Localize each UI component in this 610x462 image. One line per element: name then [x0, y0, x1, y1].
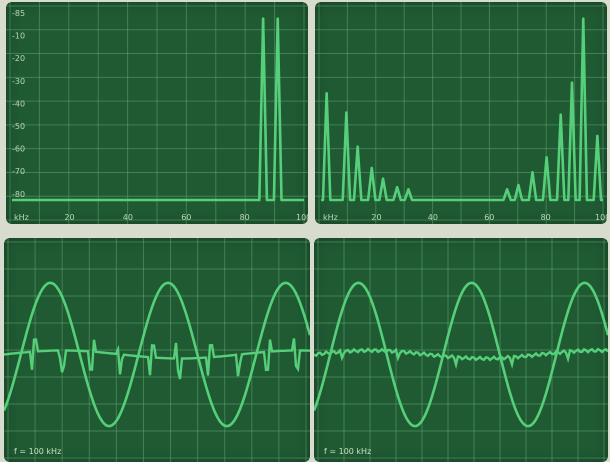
spectrum-peak — [381, 177, 385, 180]
spectrum-peak — [545, 156, 548, 159]
spectrum-trace — [12, 17, 304, 202]
spectrum-plot-left: -85 -10 -20 -30 -40 -50 -60 -70 -80 kHz 20 40 60 80 10… — [6, 2, 308, 224]
x-tick-label: 40 — [428, 213, 438, 222]
spectrum-peak — [570, 81, 574, 84]
frequency-label: f = 100 kHz — [14, 447, 61, 456]
x-tick-label: kHz — [323, 213, 338, 222]
y-tick-label: -20 — [12, 54, 25, 63]
y-tick-label: -10 — [12, 32, 25, 41]
y-tick-label: -40 — [12, 99, 25, 108]
spectrum-peak — [345, 111, 348, 114]
spectrum-peak — [582, 17, 585, 20]
x-tick-label: 80 — [541, 213, 551, 222]
sine-trace — [314, 281, 608, 428]
sine-trace — [4, 281, 310, 428]
spectrum-peak — [531, 171, 534, 174]
x-tick-label: 60 — [181, 213, 191, 222]
spectrum-panel-distorted: -85 -10 -20 -30 -40 -50 -60 -70 -80 kHz 20 40 60 80 10… — [6, 2, 308, 224]
y-tick-label: -50 — [12, 122, 25, 131]
scope-plot-right: f = 100 kHz — [314, 238, 608, 462]
y-tick-label: -30 — [12, 77, 25, 86]
y-tick-label: -80 — [12, 190, 25, 199]
x-tick-label: 100 — [595, 213, 607, 222]
spectrum-peak — [505, 188, 509, 191]
spectrum-peak — [395, 186, 399, 189]
x-tick-label: 20 — [64, 213, 74, 222]
spectrum-panel-clean: kHz 20 40 60 80 100 — [315, 2, 607, 224]
spectrum-peak — [517, 183, 520, 187]
y-tick-label: -85 — [12, 9, 25, 18]
baseline-trace — [314, 347, 608, 370]
scope-panel-distorted: f = 100 kHz — [4, 238, 310, 462]
spectrum-peak — [559, 113, 562, 116]
spectrum-peak — [325, 92, 328, 95]
scope-plot-left: f = 100 kHz — [4, 238, 310, 462]
spectrum-peak — [261, 17, 265, 20]
spectrum-peak — [407, 188, 410, 191]
scope-panel-clean: f = 100 kHz — [314, 238, 608, 462]
x-tick-label: kHz — [14, 213, 29, 222]
spectrum-plot-right: kHz 20 40 60 80 100 — [315, 2, 607, 224]
spectrum-peak — [276, 17, 279, 20]
spectrum-peak — [596, 134, 599, 138]
x-tick-label: 20 — [371, 213, 381, 222]
baseline-trace — [4, 338, 310, 380]
spectrum-peak — [356, 145, 359, 148]
frequency-label: f = 100 kHz — [324, 447, 371, 456]
x-tick-label: 60 — [484, 213, 494, 222]
x-tick-label: 100 — [296, 213, 308, 222]
y-tick-label: -70 — [12, 167, 25, 176]
x-tick-label: 40 — [123, 213, 133, 222]
spectrum-peak — [370, 166, 373, 170]
y-tick-label: -60 — [12, 145, 25, 154]
x-tick-label: 80 — [240, 213, 250, 222]
